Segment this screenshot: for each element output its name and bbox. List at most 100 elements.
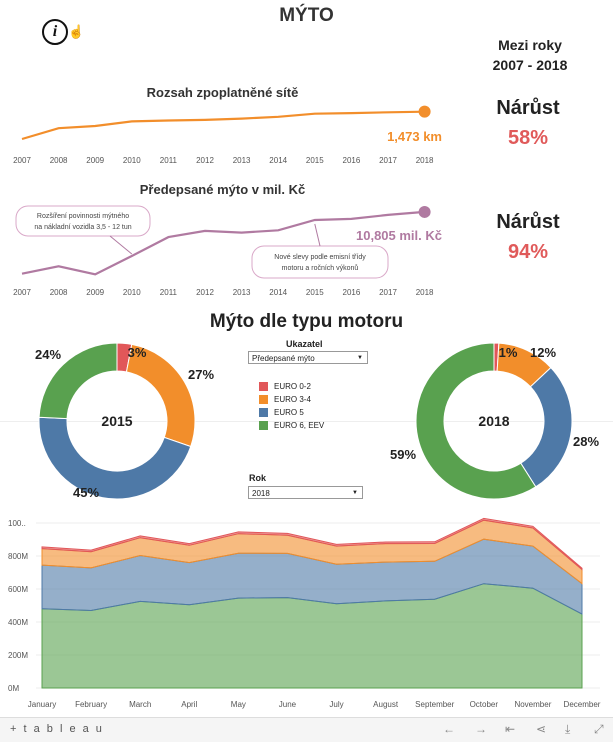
donut-center-label: 2015 (101, 413, 132, 429)
legend: EURO 0-2 EURO 3-4 EURO 5 EURO 6, EEV (259, 380, 324, 432)
y-tick-label: 200M (8, 651, 28, 660)
y-tick-label: 600M (8, 585, 28, 594)
revert-icon[interactable]: ⇤ (505, 722, 516, 736)
y-tick-label: 0M (8, 684, 19, 693)
annotation-box (251, 245, 389, 279)
ukazatel-select[interactable]: Předepsané mýto ▼ (248, 351, 368, 364)
legend-swatch (259, 382, 268, 391)
fullscreen-icon[interactable]: ⤢ (594, 722, 604, 736)
chevron-down-icon: ▼ (357, 355, 363, 361)
ukazatel-label: Ukazatel (286, 339, 323, 349)
x-tick-label: September (415, 700, 454, 709)
legend-swatch (259, 408, 268, 417)
share-icon[interactable]: ⋖ (536, 722, 547, 736)
x-tick-label: May (231, 700, 246, 709)
divider (0, 421, 613, 422)
legend-label: EURO 5 (274, 408, 304, 417)
tableau-logo[interactable]: + t a b l e a u (10, 723, 104, 735)
annotation-text: motoru a ročních výkonů (282, 264, 359, 272)
donut-slice (520, 366, 573, 488)
series-line (21, 110, 425, 141)
network-chart-title: Rozsah zpoplatněné sítě (146, 85, 299, 100)
x-tick-label: December (564, 700, 601, 709)
x-tick-label: 2013 (233, 288, 251, 297)
download-icon[interactable]: ⤓ (565, 722, 571, 736)
y-tick-label: 800M (8, 552, 28, 561)
annotation-pointer (109, 235, 133, 255)
monthly-area-chart[interactable]: 0M 200M 400M 600M 800M 100.. January February Ma… (0, 510, 613, 715)
x-tick-label: 2008 (50, 288, 68, 297)
legend-label: EURO 6, EEV (274, 421, 325, 430)
x-tick-label: November (514, 700, 551, 709)
slice-label: 3% (128, 345, 147, 360)
toll-value-label: 10,805 mil. Kč (356, 228, 442, 243)
slice-label: 27% (188, 367, 214, 382)
period-line-2: 2007 - 2018 (492, 57, 568, 73)
legend-label: EURO 3-4 (274, 395, 311, 404)
legend-item-euro-5[interactable]: EURO 5 (259, 406, 324, 419)
redo-icon[interactable]: → (475, 722, 487, 736)
legend-item-euro-6[interactable]: EURO 6, EEV (259, 419, 324, 432)
legend-swatch (259, 421, 268, 430)
x-tick-label: 2016 (343, 156, 361, 165)
donut-slice (415, 342, 537, 500)
x-tick-label: April (181, 700, 197, 709)
y-tick-label: 400M (8, 618, 28, 627)
x-tick-label: 2018 (416, 288, 434, 297)
undo-icon[interactable]: ← (443, 722, 455, 736)
donut-chart-2018[interactable]: 2018 1% 12% 28% 59% (380, 335, 613, 510)
rok-select[interactable]: 2018 ▼ (248, 486, 363, 499)
rok-label: Rok (249, 473, 267, 483)
x-tick-label: 2010 (123, 288, 141, 297)
chevron-down-icon: ▼ (352, 490, 358, 496)
page-title: MÝTO (279, 5, 334, 26)
slice-label: 45% (73, 485, 99, 500)
network-value-label: 1,473 km (387, 129, 442, 144)
network-line-chart[interactable]: 2007 2008 2009 2010 2011 2012 2013 2014 2015 2016… (0, 95, 460, 170)
x-tick-label: 2017 (379, 156, 397, 165)
donut-slice (38, 342, 118, 420)
x-tick-label: 2008 (50, 156, 68, 165)
annotation-callout-2: Nové slevy podle emisní třídy motoru a ro… (251, 223, 389, 279)
annotation-box (15, 205, 151, 237)
tableau-footer: + t a b l e a u ← → ⇤ ⋖ ⤓ ⤢ (0, 717, 613, 742)
toll-line-chart[interactable]: 2007 2008 2009 2010 2011 2012 2013 2014 2015 2016… (0, 196, 460, 300)
annotation-callout-1: Rozšíření povinnosti mýtného na nákladní … (15, 205, 151, 255)
slice-label: 12% (530, 345, 556, 360)
slice-label: 1% (499, 345, 518, 360)
rok-value: 2018 (252, 489, 270, 498)
x-tick-label: 2011 (160, 156, 178, 165)
annotation-pointer (314, 223, 321, 247)
x-tick-label: 2009 (86, 156, 104, 165)
x-tick-label: 2012 (196, 288, 214, 297)
growth-value-network: 58% (507, 127, 549, 149)
x-tick-label: August (373, 700, 399, 709)
legend-item-euro-0-2[interactable]: EURO 0-2 (259, 380, 324, 393)
x-tick-label: 2007 (13, 288, 31, 297)
donut-chart-2015[interactable]: 2015 3% 27% 45% 24% (0, 335, 230, 510)
x-tick-label: 2010 (123, 156, 141, 165)
ukazatel-value: Předepsané mýto (252, 354, 315, 363)
data-point (418, 205, 431, 218)
series-line (21, 210, 425, 276)
x-tick-label: October (470, 700, 499, 709)
x-tick-label: 2013 (233, 156, 251, 165)
x-tick-label: 2012 (196, 156, 214, 165)
x-tick-label: July (329, 700, 343, 709)
x-tick-label: June (279, 700, 297, 709)
x-tick-label: 2009 (86, 288, 104, 297)
growth-label-network: Nárůst (496, 97, 560, 119)
annotation-text: Rozšíření povinnosti mýtného (37, 213, 129, 220)
y-tick-label: 100.. (8, 519, 26, 528)
x-tick-label: 2016 (343, 288, 361, 297)
info-icon[interactable]: i (42, 19, 68, 45)
donut-slice (38, 416, 192, 500)
annotation-text: Nové slevy podle emisní třídy (274, 254, 366, 261)
growth-value-toll: 94% (507, 241, 549, 263)
slice-label: 59% (390, 447, 416, 462)
x-tick-label: January (28, 700, 56, 709)
annotation-text: na nákladní vozidla 3,5 - 12 tun (34, 224, 131, 231)
x-tick-label: March (129, 700, 151, 709)
legend-swatch (259, 395, 268, 404)
legend-item-euro-3-4[interactable]: EURO 3-4 (259, 393, 324, 406)
